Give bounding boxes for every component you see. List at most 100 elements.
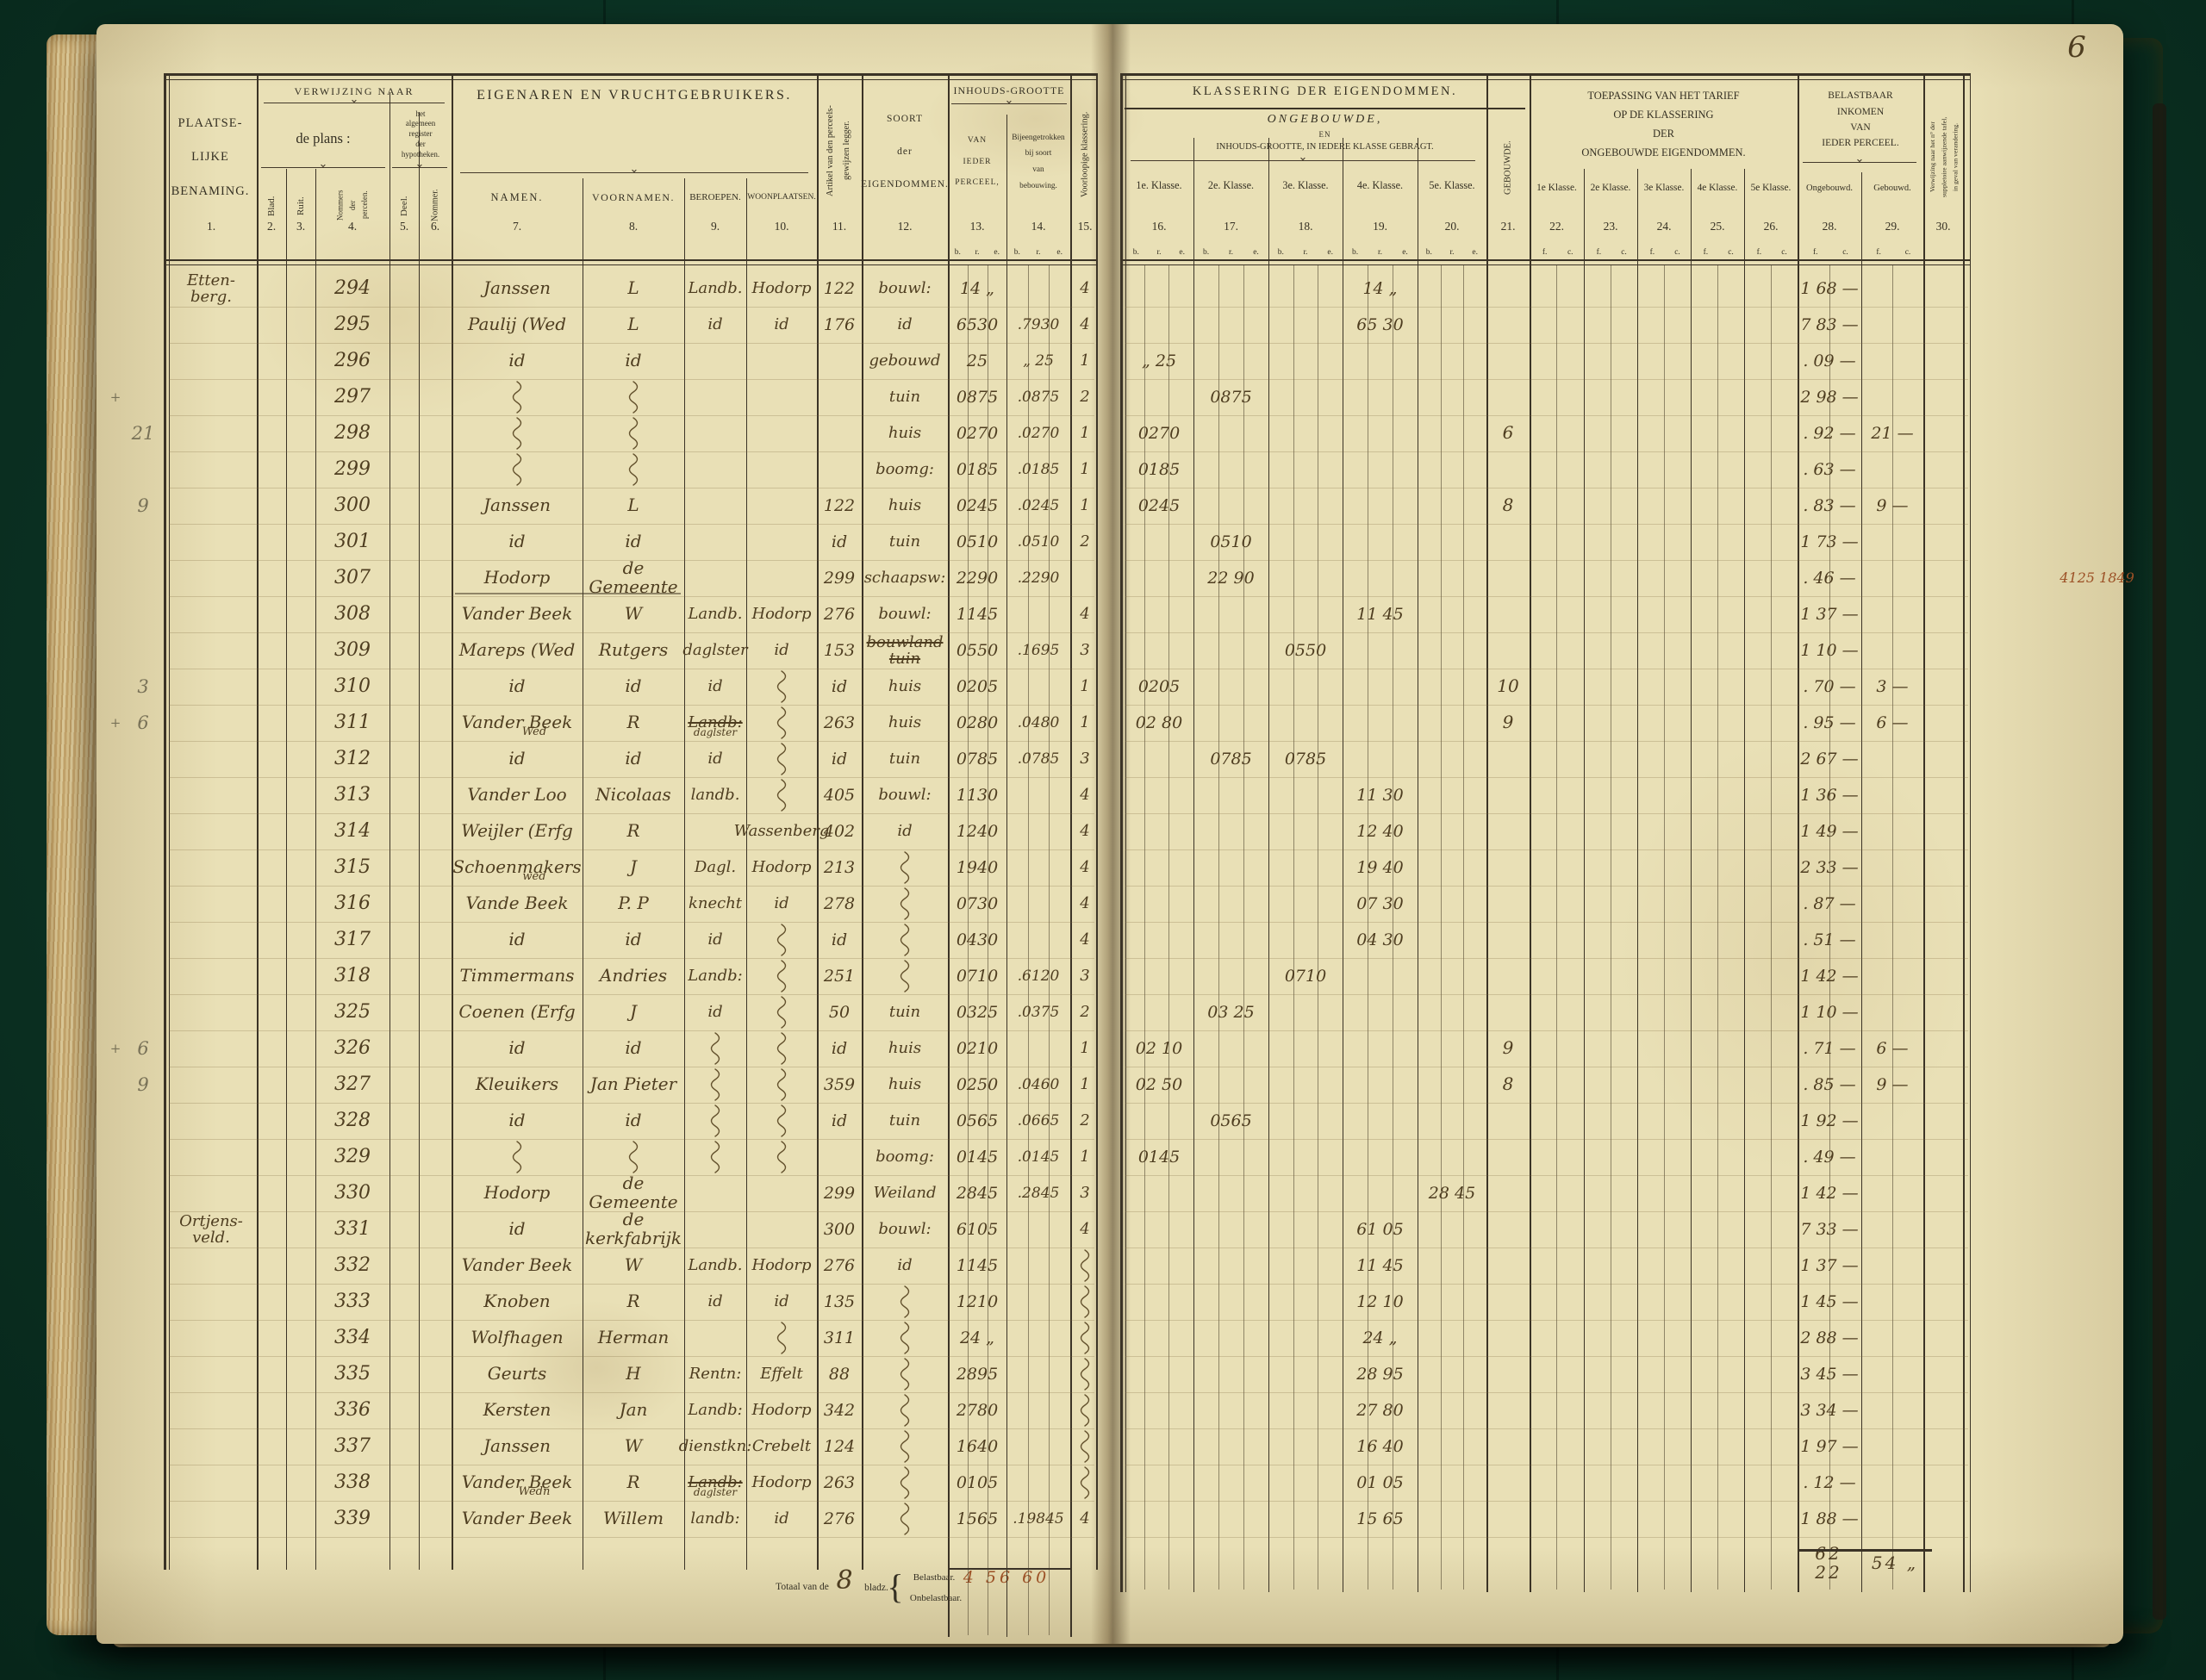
- cell-vk-339: 4: [1080, 1509, 1090, 1528]
- column-number-19.: 19.: [1373, 220, 1387, 233]
- ditto-squiggle: [511, 451, 523, 488]
- cell-nm-330: Hodorp: [483, 1182, 551, 1204]
- row-line: [169, 560, 1094, 561]
- cell-vn-335: H: [626, 1363, 641, 1384]
- cell-br-325: id: [707, 1003, 723, 1022]
- cell-art-311: 263: [823, 712, 856, 732]
- cell-art-308: 276: [823, 604, 856, 624]
- cell-oi-301: 1 73 —: [1800, 532, 1859, 551]
- row-line: [1125, 415, 1968, 416]
- header-ongebouwd: Ongebouwd.: [1806, 183, 1853, 193]
- cell-k3-309: 0550: [1284, 640, 1327, 660]
- cell-nm-314: Weijler (Erfg: [461, 820, 573, 842]
- cell-inh-326: 0210: [956, 1038, 999, 1058]
- cell-nm-317: id: [508, 929, 526, 950]
- ditto-squiggle: [1079, 1392, 1091, 1428]
- margin-note-327: 9: [137, 1073, 149, 1095]
- cell-srt-295: id: [897, 315, 913, 334]
- cell-no-335: 335: [334, 1363, 371, 1385]
- column-number-25.: 25.: [1710, 220, 1725, 233]
- header-en: EN: [1318, 130, 1331, 139]
- cell-vk-318: 3: [1080, 967, 1090, 986]
- column-rule: [1125, 73, 1126, 1592]
- cell-oi-336: 3 34 —: [1800, 1400, 1859, 1420]
- row-line: [169, 1139, 1094, 1140]
- header-gebouwd: Gebouwd.: [1873, 183, 1911, 193]
- cell-vn-310: id: [625, 675, 642, 697]
- header-register-hypotheken: het algemeen register der hypotheken.: [401, 109, 440, 159]
- cell-bij-325: .0375: [1017, 1003, 1060, 1021]
- cell-k1-326: 02 10: [1135, 1038, 1183, 1058]
- cell-srt-331: bouwl:: [878, 1220, 932, 1239]
- cell-srt-325: tuin: [888, 1003, 921, 1022]
- cell-srt-297: tuin: [888, 388, 921, 407]
- header-artikel-legger: Artikel van den perceels- gewijzen legge…: [826, 105, 851, 196]
- cell-oi-300: . 83 —: [1803, 495, 1856, 515]
- cell-vk-315: 4: [1080, 858, 1090, 877]
- cell-oi-333: 1 45 —: [1800, 1291, 1859, 1311]
- column-number-26.: 26.: [1763, 220, 1779, 233]
- margin-note-326: 6: [137, 1037, 149, 1059]
- column-rule: [1637, 169, 1639, 1592]
- totals-brace: {: [887, 1566, 904, 1606]
- name-underline-307: [455, 593, 681, 594]
- cell-inh-314: 1240: [956, 821, 999, 841]
- unit-label: c.: [1567, 248, 1573, 257]
- cell-inh-316: 0730: [956, 893, 999, 913]
- cell-vn-314: R: [626, 820, 640, 842]
- cell-bij-299: .0185: [1017, 460, 1060, 478]
- row-line: [169, 1284, 1094, 1285]
- row-line: [1125, 1392, 1968, 1393]
- margin-note-310: 3: [137, 675, 149, 697]
- cell-nm-332: Vander Beek: [461, 1254, 573, 1276]
- column-rule: [389, 93, 391, 1570]
- cell-oi-327: . 85 —: [1803, 1074, 1856, 1094]
- row-line: [169, 922, 1094, 923]
- cell-k4-315: 19 40: [1356, 857, 1404, 877]
- cell-oi-315: 2 33 —: [1800, 857, 1859, 877]
- cell-art-301: id: [831, 532, 848, 551]
- cell-art-337: 124: [823, 1436, 856, 1456]
- cell-gb-311: 9: [1502, 712, 1514, 733]
- cell-k4-331: 61 05: [1356, 1219, 1404, 1239]
- cell-gi-298: 21 —: [1871, 423, 1914, 443]
- unit-label: e.: [1327, 248, 1333, 257]
- row-line: [169, 849, 1094, 850]
- cell-vk-325: 2: [1080, 1003, 1090, 1022]
- cell-k4-337: 16 40: [1356, 1436, 1404, 1456]
- column-rule: [1861, 172, 1863, 1592]
- row-line: [169, 994, 1094, 995]
- cell-inh-336: 2780: [956, 1400, 999, 1420]
- column-rule: [1120, 73, 1123, 1592]
- cell-inh-307: 2290: [956, 568, 999, 588]
- cell-oi-308: 1 37 —: [1800, 604, 1859, 624]
- ditto-squiggle: [899, 1428, 911, 1465]
- border-rule: [1120, 264, 1971, 265]
- cell-art-313: 405: [823, 785, 856, 805]
- cell-oi-325: 1 10 —: [1800, 1002, 1859, 1022]
- unit-label: f.: [1756, 248, 1762, 257]
- cell-vk-296: 1: [1080, 352, 1090, 370]
- cell-oi-298: . 92 —: [1803, 423, 1856, 443]
- cell-srt-311: huis: [888, 713, 922, 732]
- cell-nm-339: Vander Beek: [461, 1508, 573, 1529]
- column-rule: [862, 73, 863, 1570]
- cell-art-334: 311: [823, 1328, 856, 1347]
- sub-rule: [1717, 265, 1718, 1590]
- unit-label: e.: [994, 248, 1000, 257]
- margin-note-300: 9: [137, 495, 149, 516]
- cell-vn-313: Nicolaas: [595, 784, 671, 806]
- row-line: [1125, 1284, 1968, 1285]
- cell-k1-298: 0270: [1137, 423, 1181, 443]
- sub-rule: [1028, 265, 1029, 1635]
- cell-vk-297: 2: [1080, 388, 1090, 407]
- cell-gi-310: 3 —: [1876, 676, 1909, 696]
- column-rule: [315, 169, 317, 1570]
- cell-k4-294: 14 „: [1362, 278, 1398, 298]
- unit-label: c.: [1842, 248, 1848, 257]
- row-line: [1125, 1175, 1968, 1176]
- ditto-squiggle: [776, 922, 788, 958]
- cell-inh-339: 1565: [956, 1509, 999, 1528]
- header-belastbaar-inkomen: BELASTBAAR INKOMEN VAN IEDER PERCEEL.: [1822, 90, 1899, 149]
- header-klasse-tarief: 1e Klasse.: [1536, 183, 1577, 193]
